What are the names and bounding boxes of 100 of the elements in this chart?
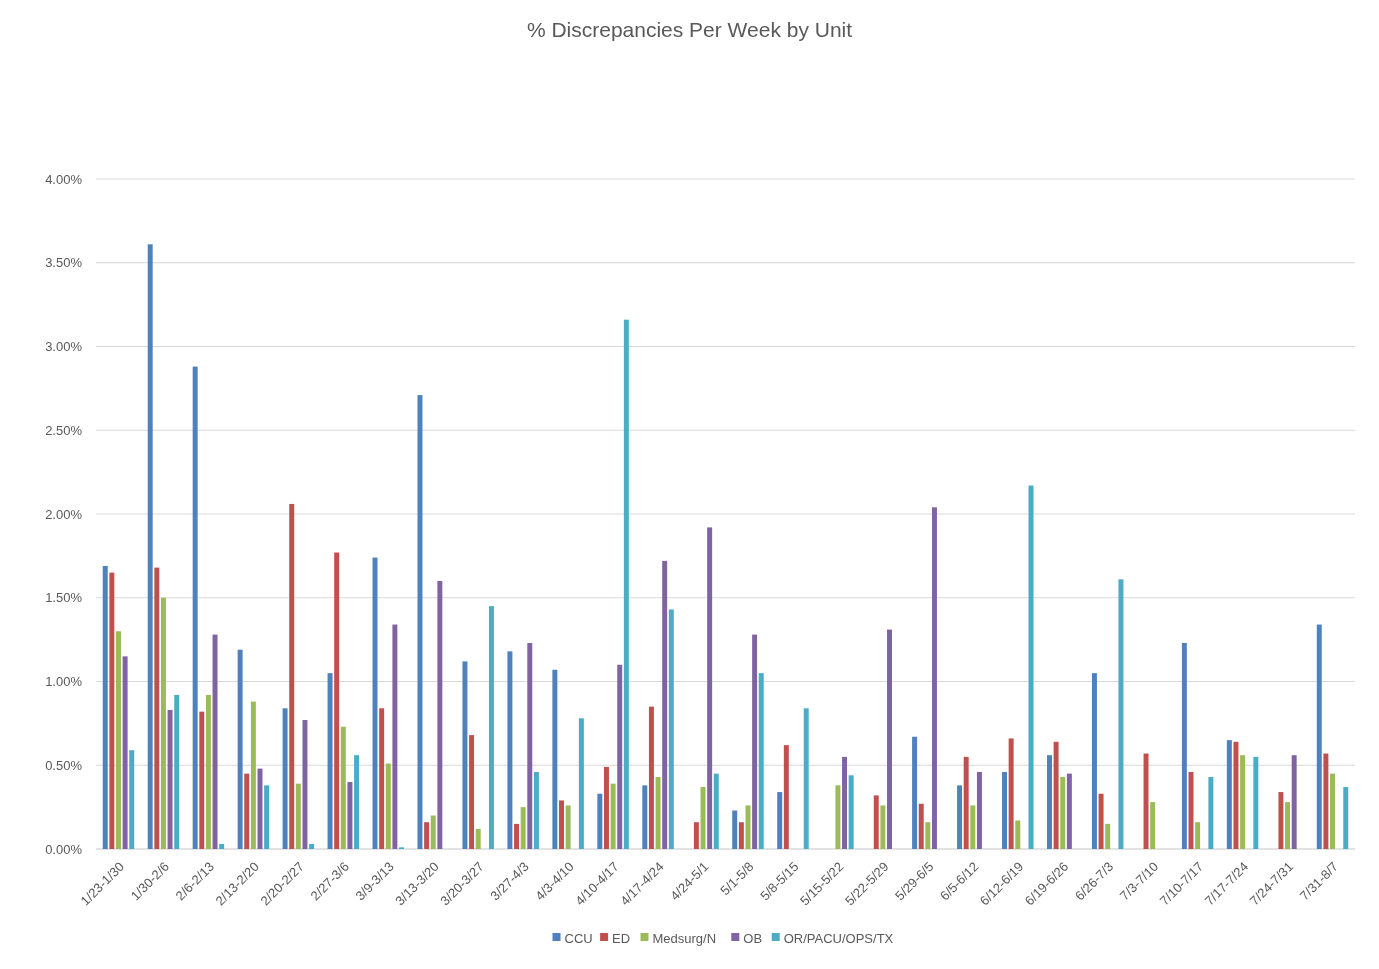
- legend-label: OB: [743, 930, 763, 946]
- bar: [732, 810, 738, 849]
- bar: [116, 631, 121, 849]
- bar: [533, 771, 539, 849]
- bar: [199, 711, 205, 849]
- bar: [160, 597, 166, 849]
- bar: [282, 708, 288, 849]
- bar: [623, 319, 629, 849]
- bar: [745, 805, 751, 849]
- bar: [129, 750, 135, 849]
- bar: [347, 782, 353, 849]
- bar: [1150, 802, 1156, 849]
- bar: [1316, 624, 1322, 849]
- bar: [610, 783, 616, 849]
- bar: [1253, 756, 1259, 849]
- bar: [219, 843, 225, 849]
- bar: [738, 822, 744, 849]
- bar: [835, 785, 841, 849]
- bar: [617, 664, 623, 849]
- bar: [648, 706, 654, 849]
- bar: [925, 822, 931, 849]
- bar: [758, 673, 764, 849]
- bar: [385, 763, 391, 849]
- bar: [662, 560, 668, 849]
- bar: [707, 527, 713, 849]
- bar: [1015, 820, 1021, 849]
- bar: [1002, 771, 1007, 849]
- bar: [1330, 773, 1335, 849]
- bar: [578, 718, 584, 849]
- bar: [559, 800, 564, 849]
- bar: [1143, 753, 1149, 849]
- bar: [462, 661, 468, 849]
- bar: [700, 787, 706, 849]
- bar: [873, 795, 879, 849]
- bar: [340, 726, 346, 849]
- bar: [1343, 787, 1349, 849]
- bar: [1028, 485, 1034, 849]
- bar: [212, 634, 218, 849]
- bar: [334, 552, 340, 849]
- bar: [264, 785, 270, 849]
- legend-label: OR/PACU/OPS/TX: [783, 930, 894, 946]
- bar: [565, 805, 571, 849]
- bar: [970, 805, 976, 849]
- y-tick-label: 2.50%: [45, 422, 83, 438]
- bar: [668, 609, 674, 849]
- bar: [147, 244, 153, 849]
- bar: [880, 805, 886, 849]
- bar: [205, 694, 211, 849]
- bar: [437, 581, 443, 849]
- y-tick-label: 3.50%: [45, 255, 83, 271]
- bar: [1285, 802, 1291, 849]
- y-tick-label: 1.50%: [45, 590, 83, 606]
- bar: [295, 783, 301, 849]
- bar: [783, 745, 789, 849]
- bar: [1046, 755, 1052, 849]
- bar: [302, 720, 308, 849]
- bar: [963, 756, 969, 849]
- bar: [1208, 776, 1214, 849]
- bar: [976, 771, 982, 849]
- bar: [488, 606, 494, 849]
- y-tick-label: 2.00%: [45, 506, 83, 522]
- bar: [1091, 673, 1097, 849]
- bar: [102, 565, 108, 849]
- bar: [1278, 792, 1284, 849]
- bar: [713, 773, 719, 849]
- bar: [507, 651, 513, 849]
- bar: [1008, 738, 1014, 849]
- legend-label: Medsurg/N: [652, 930, 717, 946]
- bar: [842, 756, 848, 849]
- bar: [957, 785, 963, 849]
- bar: [1118, 579, 1124, 849]
- bar: [1066, 773, 1072, 849]
- bar: [1098, 793, 1104, 849]
- y-tick-label: 4.00%: [45, 171, 83, 187]
- bar: [1291, 755, 1297, 849]
- chart-title: % Discrepancies Per Week by Unit: [526, 18, 853, 41]
- bar: [469, 735, 475, 849]
- bar: [430, 815, 436, 849]
- bar: [931, 507, 937, 849]
- bar: [1060, 776, 1066, 849]
- bar: [848, 775, 854, 849]
- bar: [424, 822, 430, 849]
- bar: [1323, 753, 1329, 849]
- legend-label: ED: [612, 930, 631, 946]
- y-tick-label: 1.00%: [45, 674, 83, 690]
- bar: [597, 793, 603, 849]
- bar: [552, 669, 558, 849]
- bar: [1105, 823, 1111, 849]
- bar: [752, 634, 758, 849]
- bar: [803, 708, 809, 849]
- bar: [122, 656, 128, 849]
- bar: [527, 642, 533, 849]
- bar: [154, 567, 160, 849]
- y-tick-label: 0.00%: [45, 841, 83, 857]
- bar: [1053, 741, 1059, 849]
- bar: [309, 843, 315, 849]
- bar: [1226, 740, 1232, 849]
- bar: [392, 624, 398, 849]
- bar: [912, 736, 918, 849]
- bar: [693, 822, 699, 849]
